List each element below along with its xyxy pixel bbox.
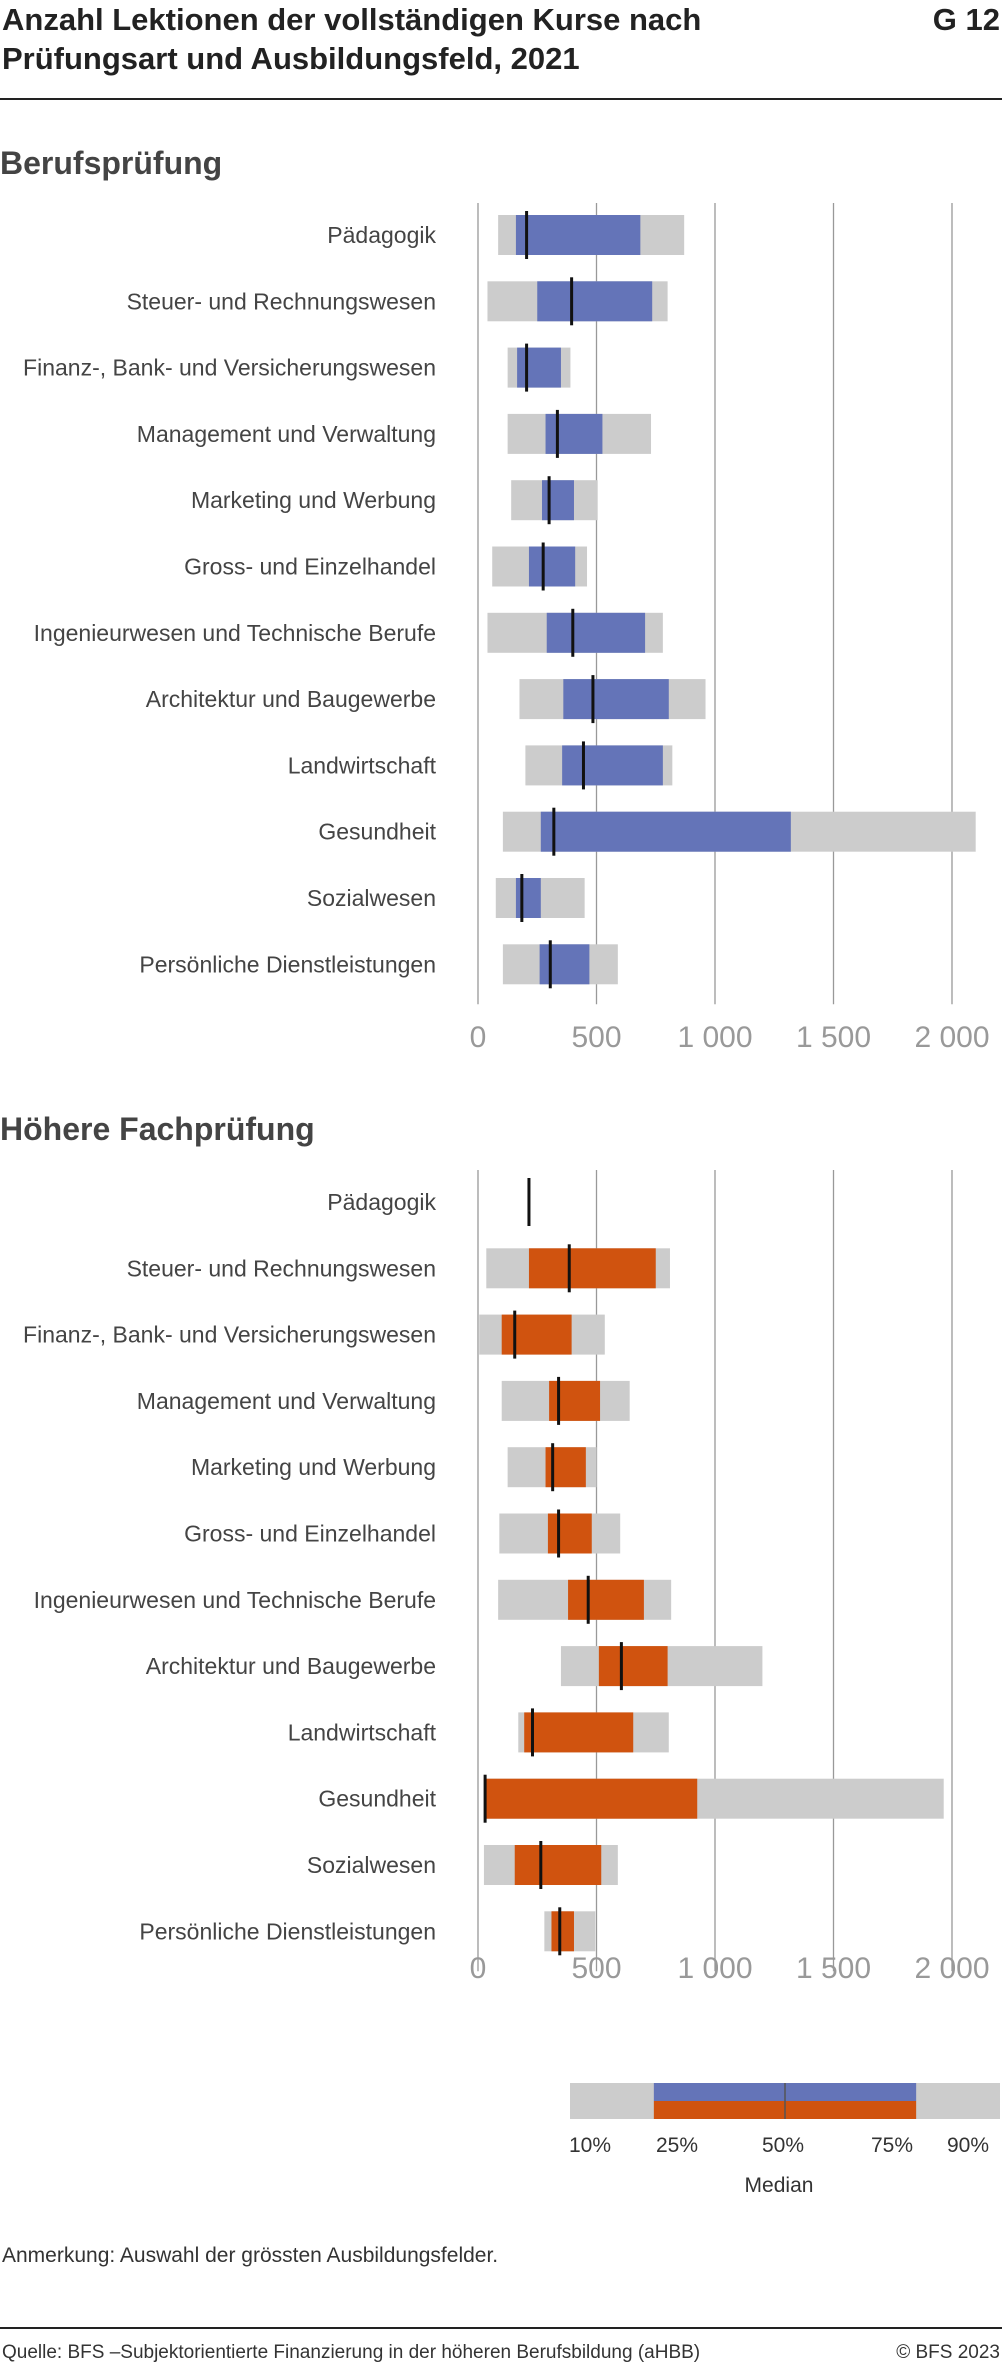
range-25-75-bar [562, 745, 663, 786]
range-25-75-bar [551, 1911, 574, 1952]
category-label: Architektur und Baugewerbe [146, 686, 436, 712]
section-title-berufspruefung: Berufsprüfung [0, 145, 223, 181]
x-tick-label: 1 000 [677, 1952, 752, 1985]
chart-hoehere-fachpruefung: 0 500 1 000 1 500 2 000 Pädagogik Steuer- und … [23, 1170, 990, 1985]
legend-percentile-label: 90% [947, 2134, 989, 2157]
x-tick-label: 1 500 [796, 1952, 871, 1985]
legend-percentile-label: 25% [656, 2134, 698, 2157]
range-25-75-bar [515, 215, 641, 255]
section-title-hoehere-fachpruefung: Höhere Fachprüfung [0, 1111, 315, 1147]
chart-note: Anmerkung: Auswahl der grössten Ausbildu… [2, 2244, 499, 2267]
category-label: Finanz-, Bank- und Versicherungswesen [23, 1322, 436, 1348]
range-25-75-bar [598, 1646, 668, 1687]
range-25-75-bar [515, 878, 541, 918]
category-label: Ingenieurwesen und Technische Berufe [34, 620, 436, 646]
range-25-75-bar [517, 347, 561, 388]
chart-berufspruefung: 0 500 1 000 1 500 2 000 Pädagogik Steuer- und … [23, 203, 990, 1054]
range-25-75-bar [528, 1248, 656, 1289]
x-tick-label: 0 [470, 1021, 487, 1054]
category-label: Gross- und Einzelhandel [184, 1521, 436, 1547]
range-25-75-bar [568, 1579, 644, 1620]
category-label: Landwirtschaft [288, 1719, 437, 1745]
category-label: Ingenieurwesen und Technische Berufe [34, 1587, 436, 1613]
category-label: Marketing und Werbung [191, 1454, 436, 1480]
range-25-75-bar [528, 546, 576, 587]
legend-percentile-label: 10% [569, 2134, 611, 2157]
footer-rule [0, 2327, 1002, 2329]
category-label: Gesundheit [318, 1786, 436, 1812]
category-label: Pädagogik [327, 222, 436, 248]
legend-median-label: Median [745, 2174, 814, 2197]
source-text: Quelle: BFS –Subjektorientierte Finanzie… [2, 2342, 701, 2363]
category-label: Gesundheit [318, 819, 436, 845]
x-tick-label: 1 500 [796, 1021, 871, 1054]
copyright-text: © BFS 2023 [896, 2342, 1000, 2363]
category-label: Landwirtschaft [288, 752, 437, 778]
x-tick-label: 500 [571, 1952, 621, 1985]
category-label: Steuer- und Rechnungswesen [127, 1255, 436, 1281]
category-label: Management und Verwaltung [137, 1388, 436, 1414]
category-label: Persönliche Dienstleistungen [139, 951, 436, 977]
legend-percentile-label: 50% [762, 2134, 804, 2157]
category-label: Management und Verwaltung [137, 421, 436, 447]
x-tick-label: 1 000 [677, 1021, 752, 1054]
range-25-75-bar [537, 281, 653, 322]
category-label: Sozialwesen [307, 1852, 436, 1878]
chart-title: Anzahl Lektionen der vollständigen Kurse… [2, 2, 702, 76]
category-label: Finanz-, Bank- und Versicherungswesen [23, 355, 436, 381]
x-tick-label: 0 [470, 1952, 487, 1985]
x-tick-label: 2 000 [914, 1952, 989, 1985]
range-25-75-bar [540, 811, 791, 852]
range-25-75-bar [549, 1380, 601, 1421]
category-label: Architektur und Baugewerbe [146, 1653, 436, 1679]
figure-number: G 12 [932, 2, 1000, 37]
x-tick-label: 2 000 [914, 1021, 989, 1054]
range-25-75-bar [541, 480, 574, 521]
header-rule [0, 98, 1002, 100]
range-25-75-bar [546, 612, 646, 653]
category-label: Gross- und Einzelhandel [184, 554, 436, 580]
category-label: Marketing und Werbung [191, 487, 436, 513]
x-tick-label: 500 [571, 1021, 621, 1054]
range-25-75-bar [483, 1778, 698, 1819]
range-25-75-bar [501, 1314, 572, 1355]
category-label: Pädagogik [327, 1189, 436, 1215]
range-25-75-bar [563, 679, 669, 720]
range-25-75-bar [539, 944, 590, 985]
category-label: Sozialwesen [307, 885, 436, 911]
chart-legend: 10% 25% 50% 75% 90% Median [569, 2083, 1000, 2197]
range-25-75-bar [547, 1513, 592, 1554]
legend-percentile-label: 75% [871, 2134, 913, 2157]
range-25-75-bar [514, 1845, 602, 1885]
range-25-75-bar [545, 413, 603, 454]
range-25-75-bar [524, 1712, 634, 1753]
category-label: Steuer- und Rechnungswesen [127, 288, 436, 314]
category-label: Persönliche Dienstleistungen [139, 1918, 436, 1944]
